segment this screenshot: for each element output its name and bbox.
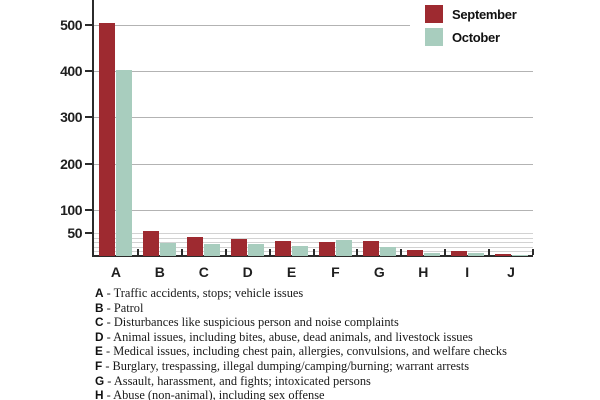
y-axis-label: 400 — [60, 63, 82, 80]
key-description: - Traffic accidents, stops; vehicle issu… — [103, 286, 304, 300]
bar-september-H — [406, 249, 423, 256]
key-line-C: C - Disturbances like suspicious person … — [95, 316, 399, 329]
x-axis-tick — [400, 249, 403, 255]
x-axis-tick — [224, 249, 227, 255]
bar-october-H — [423, 252, 440, 256]
major-gridline — [94, 25, 533, 26]
x-axis-label-E: E — [286, 264, 297, 280]
y-axis-label: 300 — [60, 109, 82, 126]
key-line-H: H - Abuse (non-animal), including sex of… — [95, 389, 325, 400]
key-description: - Disturbances like suspicious person an… — [103, 315, 399, 330]
legend-label-september: September — [452, 7, 517, 22]
x-axis-tick — [136, 249, 139, 255]
x-axis-tick — [268, 249, 271, 255]
key-letter: G — [95, 373, 105, 388]
bar-september-A — [99, 22, 116, 256]
x-axis-label-J: J — [507, 264, 515, 280]
y-axis-tick — [85, 208, 92, 211]
minor-gridline — [94, 242, 533, 244]
minor-gridline — [94, 232, 533, 234]
major-gridline — [94, 117, 533, 119]
bar-september-E — [275, 240, 292, 256]
x-axis-label-A: A — [110, 264, 121, 280]
y-axis-line — [92, 0, 94, 257]
bar-october-G — [379, 246, 396, 256]
key-letter: F — [95, 359, 103, 373]
bar-september-B — [143, 230, 160, 256]
x-axis-tick — [444, 249, 447, 255]
major-gridline — [94, 209, 533, 211]
key-description: - Abuse (non-animal), including sex offe… — [103, 388, 325, 400]
major-gridline — [94, 71, 533, 73]
bar-october-B — [160, 242, 177, 256]
minor-gridline — [94, 246, 533, 248]
x-axis-label-B: B — [154, 264, 165, 280]
bar-september-F — [318, 242, 335, 256]
y-axis-tick — [85, 24, 92, 26]
september-swatch-icon — [425, 5, 443, 23]
key-description: - Animal issues, including bites, abuse,… — [103, 329, 473, 344]
key-line-F: F - Burglary, trespassing, illegal dumpi… — [95, 360, 469, 373]
x-axis-label-I: I — [465, 264, 470, 280]
key-letter: B — [95, 300, 104, 315]
key-description: - Burglary, trespassing, illegal dumping… — [102, 359, 470, 373]
x-axis-tick — [532, 249, 534, 255]
key-letter: D — [95, 329, 104, 344]
key-line-D: D - Animal issues, including bites, abus… — [95, 329, 473, 344]
key-description: - Assault, harassment, and fights; intox… — [104, 373, 371, 388]
key-letter: C — [95, 315, 104, 330]
bar-september-C — [187, 236, 204, 256]
y-axis-label: 200 — [60, 155, 82, 172]
bar-september-D — [231, 238, 248, 256]
bar-october-J — [511, 255, 528, 256]
x-axis-tick — [488, 249, 491, 255]
bar-september-J — [494, 253, 511, 256]
x-axis-label-C: C — [198, 264, 209, 280]
x-axis-label-H: H — [418, 264, 429, 280]
y-axis-label: 50 — [67, 224, 82, 241]
x-axis-label-D: D — [242, 264, 253, 280]
bar-september-G — [362, 241, 379, 256]
x-axis-line — [92, 255, 533, 257]
key-line-G: G - Assault, harassment, and fights; int… — [95, 373, 371, 388]
y-axis-tick — [85, 116, 92, 119]
bar-september-I — [450, 250, 467, 256]
minor-gridline — [94, 237, 533, 239]
key-line-B: B - Patrol — [95, 300, 144, 315]
y-axis-tick — [85, 162, 92, 165]
bar-october-C — [204, 244, 221, 256]
key-line-E: E - Medical issues, including chest pain… — [95, 345, 507, 358]
y-axis-label: 100 — [60, 201, 82, 218]
bar-october-I — [467, 253, 484, 256]
x-axis-tick — [180, 249, 183, 255]
key-line-A: A - Traffic accidents, stops; vehicle is… — [95, 287, 303, 300]
y-axis-tick — [85, 70, 92, 73]
key-letter: E — [95, 344, 103, 359]
bar-october-E — [292, 246, 309, 256]
y-axis-tick — [85, 231, 92, 234]
chart-legend: September October — [410, 0, 560, 54]
october-swatch-icon — [425, 28, 443, 46]
key-description: - Patrol — [103, 300, 144, 315]
x-axis-tick — [356, 249, 359, 255]
key-description: - Medical issues, including chest pain, … — [102, 344, 507, 359]
legend-label-october: October — [452, 30, 500, 45]
bar-october-F — [335, 240, 352, 256]
x-axis-label-G: G — [373, 264, 385, 280]
major-gridline — [94, 163, 533, 165]
x-axis-tick — [312, 249, 315, 255]
y-axis-label: 500 — [60, 17, 82, 33]
key-letter: A — [95, 286, 104, 300]
key-letter: H — [95, 388, 104, 400]
x-axis-label-F: F — [331, 264, 340, 280]
bar-october-D — [248, 243, 265, 256]
bar-october-A — [116, 69, 133, 256]
